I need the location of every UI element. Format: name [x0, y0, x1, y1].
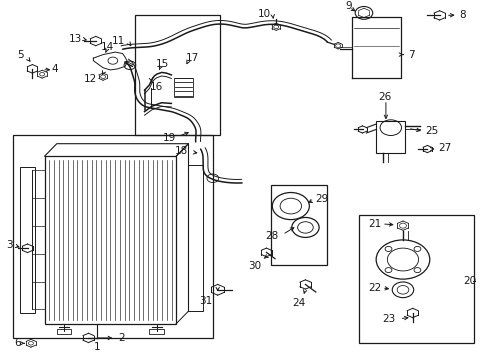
Text: 6: 6 [14, 338, 20, 348]
Text: 25: 25 [424, 126, 437, 136]
Text: 4: 4 [52, 64, 59, 74]
Text: 17: 17 [185, 53, 199, 63]
Text: 11: 11 [112, 36, 125, 46]
Bar [13, 135, 212, 338]
Text: 15: 15 [156, 59, 169, 69]
Text: 9: 9 [345, 1, 351, 12]
Text: 30: 30 [247, 261, 260, 271]
Text: 14: 14 [101, 42, 114, 53]
Text: 12: 12 [83, 74, 97, 84]
Text: 7: 7 [407, 50, 414, 60]
Text: 28: 28 [265, 231, 278, 241]
Text: 18: 18 [175, 146, 188, 156]
Text: 23: 23 [382, 314, 395, 324]
Text: 1: 1 [94, 342, 101, 352]
Bar [20, 167, 35, 313]
Bar [271, 185, 327, 265]
Text: 2: 2 [119, 333, 125, 343]
Text: 19: 19 [163, 133, 176, 143]
Text: 8: 8 [458, 10, 465, 20]
Text: 5: 5 [17, 50, 23, 60]
Bar [173, 78, 193, 97]
Bar [375, 121, 405, 153]
Text: 3: 3 [6, 240, 13, 250]
Bar [358, 215, 473, 343]
Text: 20: 20 [462, 276, 475, 286]
Text: 31: 31 [199, 296, 212, 306]
Text: 29: 29 [315, 194, 328, 204]
Text: 24: 24 [292, 298, 305, 308]
Text: 13: 13 [69, 33, 82, 44]
Text: 27: 27 [438, 143, 451, 153]
Bar [135, 15, 220, 135]
Bar [57, 329, 71, 334]
Bar [149, 329, 163, 334]
Bar [44, 156, 176, 324]
Text: 16: 16 [149, 82, 163, 93]
Text: 21: 21 [367, 219, 380, 229]
Text: 26: 26 [378, 93, 391, 102]
Text: 10: 10 [258, 9, 271, 19]
Text: 22: 22 [367, 283, 380, 293]
Bar [188, 165, 203, 311]
